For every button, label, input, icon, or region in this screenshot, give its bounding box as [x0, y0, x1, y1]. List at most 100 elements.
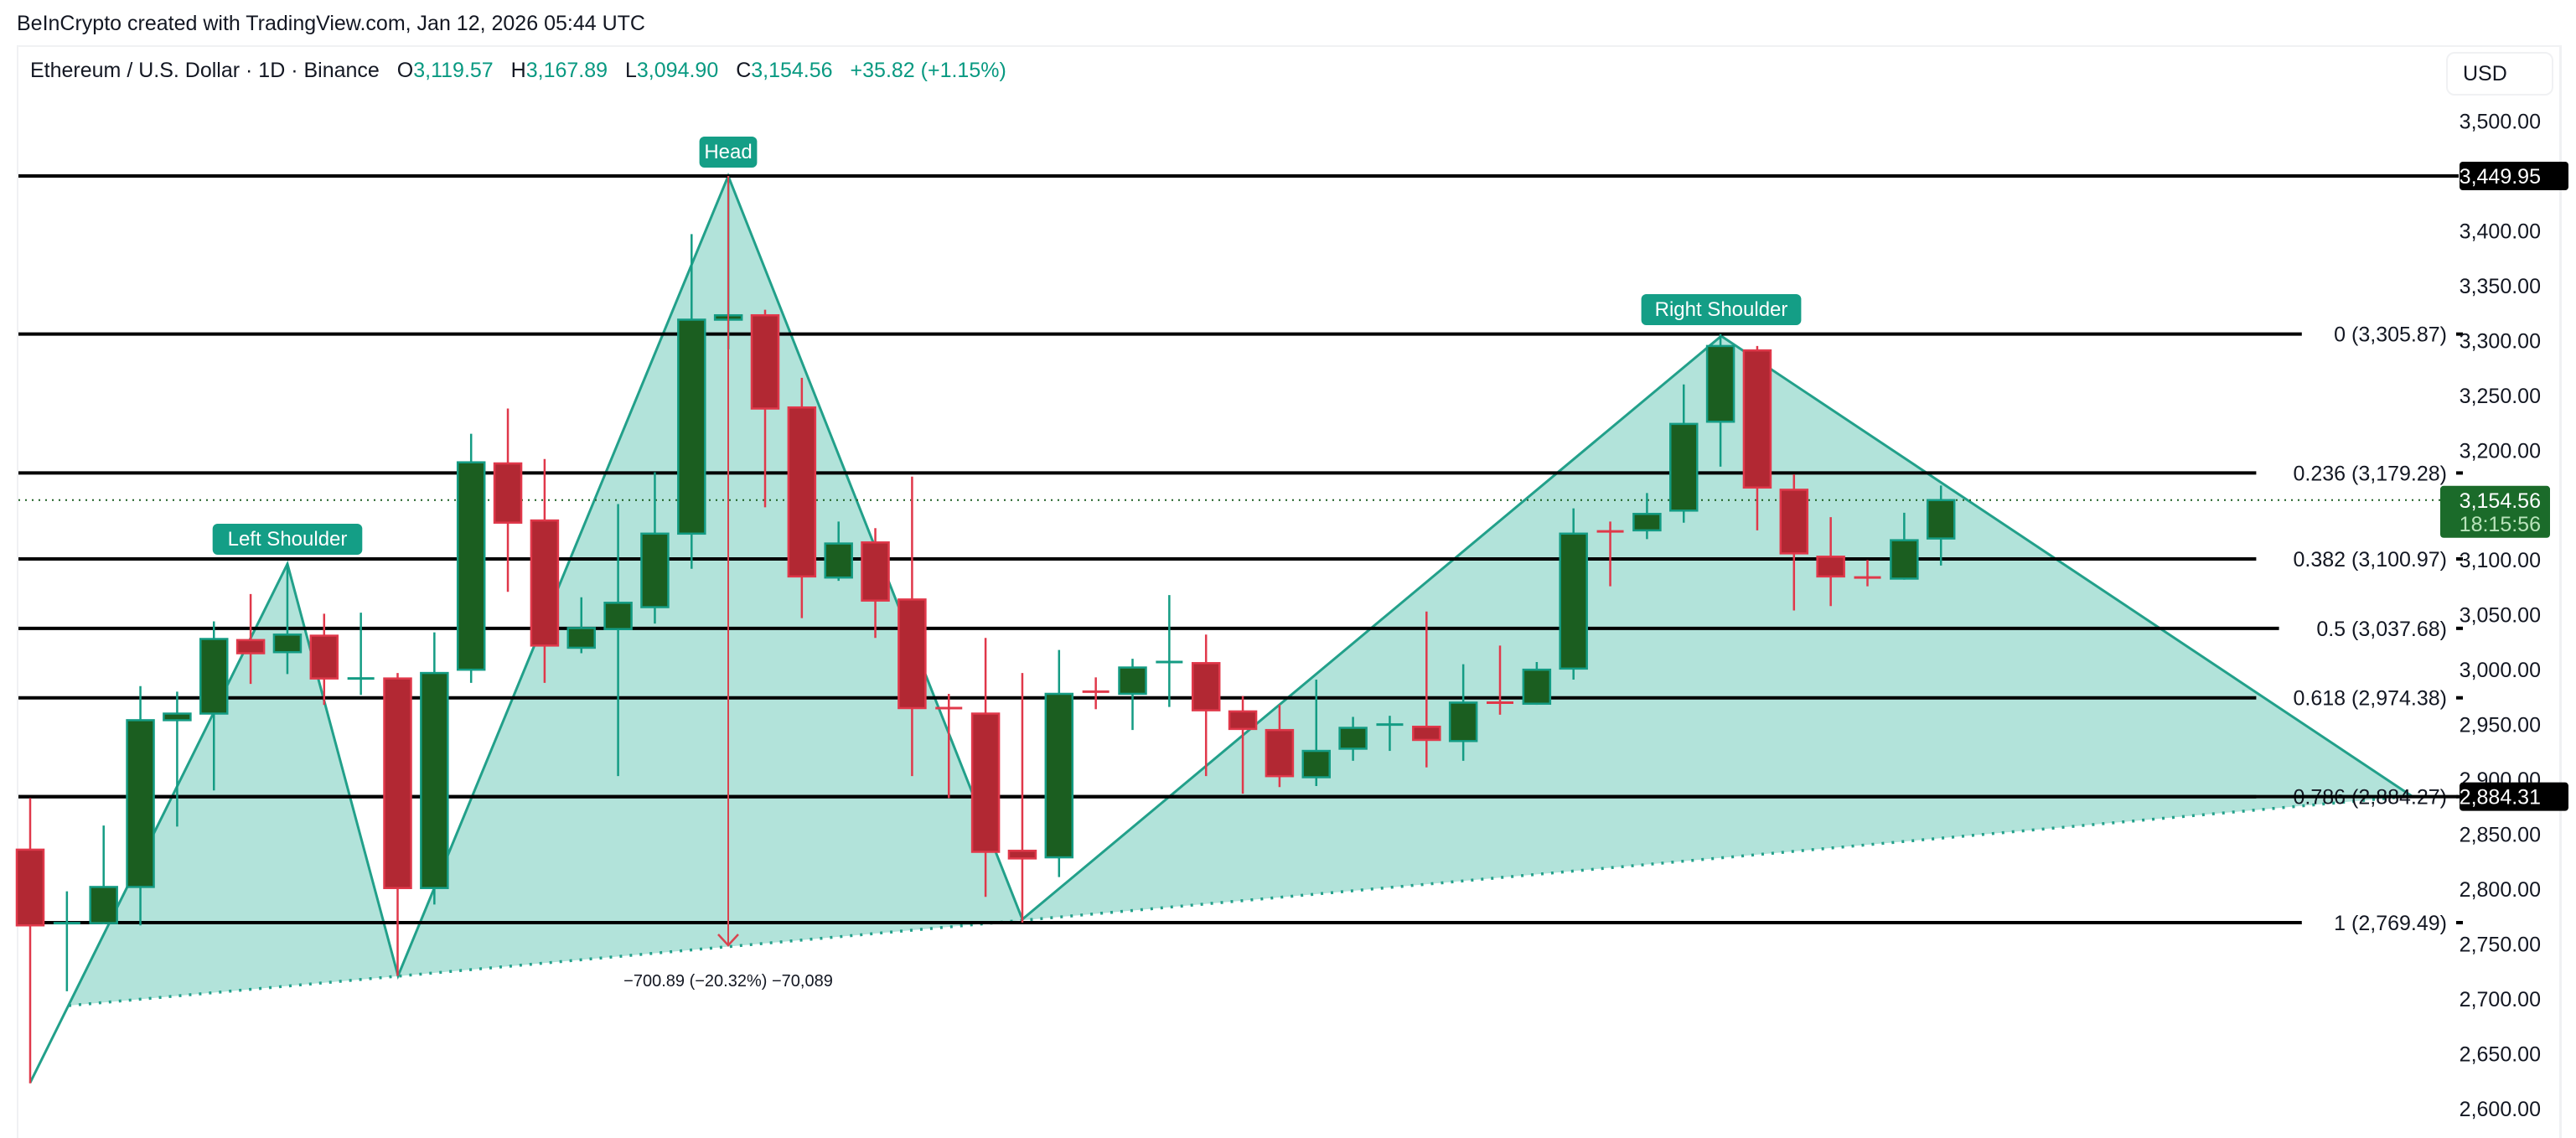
candle[interactable]	[1487, 645, 1513, 715]
candle[interactable]	[126, 685, 155, 926]
symbol-title[interactable]: Ethereum / U.S. Dollar · 1D · Binance	[30, 59, 380, 82]
price-tag-label: 3,449.95	[2460, 165, 2541, 189]
measurement-tool: −700.89 (−20.32%) −70,089	[623, 176, 833, 991]
candle-body	[199, 638, 229, 715]
candle[interactable]	[15, 798, 45, 1084]
last-price-tag	[2440, 485, 2550, 538]
candle[interactable]	[824, 521, 853, 582]
candle-body	[1265, 728, 1295, 778]
watermark: BeInCrypto created with TradingView.com,…	[17, 12, 645, 35]
candle-body	[566, 627, 596, 649]
candle[interactable]	[493, 408, 523, 592]
candle[interactable]	[383, 673, 412, 976]
candle[interactable]	[235, 593, 266, 685]
candle[interactable]	[1522, 661, 1552, 706]
candle-body	[861, 541, 890, 602]
candle[interactable]	[1265, 705, 1295, 788]
candle-body	[824, 542, 853, 579]
candle-body	[1632, 512, 1662, 532]
candle[interactable]	[89, 825, 118, 924]
candle[interactable]	[1926, 485, 1956, 566]
candle[interactable]	[1301, 679, 1331, 786]
candle[interactable]	[1082, 677, 1110, 710]
candle-body	[1522, 668, 1552, 706]
candle-body	[1338, 727, 1368, 750]
candle-body	[640, 532, 670, 608]
candle-body	[420, 671, 449, 889]
candle[interactable]	[897, 476, 927, 777]
candle[interactable]	[1632, 493, 1662, 540]
candle-body	[1301, 749, 1331, 778]
candle-body	[1191, 662, 1221, 711]
candle[interactable]	[199, 621, 229, 791]
y-tick-label: 2,700.00	[2460, 988, 2541, 1011]
candle-body	[1007, 849, 1037, 860]
candle[interactable]	[309, 613, 339, 706]
candle-body	[1742, 349, 1772, 489]
candle[interactable]	[347, 613, 375, 696]
candle-body	[1118, 666, 1147, 696]
candle[interactable]	[787, 377, 817, 618]
candle[interactable]	[1596, 521, 1624, 587]
candle[interactable]	[1412, 611, 1441, 768]
candle[interactable]	[1448, 664, 1478, 761]
candle-body	[1705, 344, 1735, 423]
candle[interactable]	[1705, 334, 1735, 467]
candle-body	[126, 719, 155, 888]
candle[interactable]	[1007, 673, 1037, 923]
candle[interactable]	[935, 693, 963, 799]
candle[interactable]	[530, 458, 560, 683]
candle-body	[603, 602, 633, 630]
candle-body	[1890, 539, 1919, 580]
y-tick-label: 3,300.00	[2460, 329, 2541, 353]
candle[interactable]	[1854, 560, 1881, 587]
candle-body	[1779, 489, 1809, 555]
candle[interactable]	[1118, 659, 1147, 731]
candle[interactable]	[677, 234, 706, 569]
candle[interactable]	[1044, 649, 1074, 877]
candle-body	[677, 318, 706, 535]
measure-label: −700.89 (−20.32%) −70,089	[623, 972, 833, 991]
y-tick-label: 3,050.00	[2460, 604, 2541, 628]
candle[interactable]	[163, 691, 192, 827]
candle[interactable]	[1559, 508, 1588, 680]
candle[interactable]	[1191, 634, 1221, 777]
candle-body	[1228, 710, 1258, 731]
candle[interactable]	[1742, 345, 1772, 530]
candle[interactable]	[272, 563, 303, 675]
price-tag	[2460, 782, 2568, 811]
candle[interactable]	[1376, 716, 1404, 752]
close-label: C	[736, 59, 752, 82]
candle-body	[89, 886, 118, 924]
candle[interactable]	[1228, 696, 1258, 794]
candle[interactable]	[420, 632, 449, 905]
high-value: 3,167.89	[525, 59, 608, 82]
fib-label-0.618: 0.618 (2,974.38)	[2294, 687, 2447, 711]
fib-label-1: 1 (2,769.49)	[2334, 912, 2447, 935]
candle[interactable]	[603, 504, 633, 777]
candle[interactable]	[750, 309, 780, 508]
candle[interactable]	[1890, 512, 1919, 580]
fib-label-0.236: 0.236 (3,179.28)	[2294, 462, 2447, 485]
fibonacci-retracement: 0 (3,305.87) 0.236 (3,179.28) 0.382 (3,100…	[18, 174, 2463, 935]
candle[interactable]	[861, 528, 890, 639]
y-tick-label: 2,950.00	[2460, 714, 2541, 737]
candle[interactable]	[456, 433, 486, 683]
y-tick-label: 2,650.00	[2460, 1042, 2541, 1066]
candle[interactable]	[970, 638, 1001, 897]
candle[interactable]	[1156, 595, 1183, 707]
candle[interactable]	[53, 891, 80, 991]
candle[interactable]	[1779, 474, 1809, 611]
candle-body	[235, 639, 266, 654]
candle[interactable]	[1338, 716, 1368, 761]
candle[interactable]	[1816, 517, 1845, 607]
candle[interactable]	[566, 597, 596, 654]
candle[interactable]	[1669, 384, 1699, 523]
candle[interactable]	[640, 472, 670, 624]
price-axis[interactable]: 3,500.00 3,400.00 3,350.00 3,300.00 3,250.00…	[2440, 45, 2568, 1138]
y-tick-label: 3,400.00	[2460, 220, 2541, 243]
currency-button[interactable]: USD	[2446, 52, 2553, 96]
candle-body	[897, 598, 927, 710]
y-tick-label: 2,800.00	[2460, 878, 2541, 902]
